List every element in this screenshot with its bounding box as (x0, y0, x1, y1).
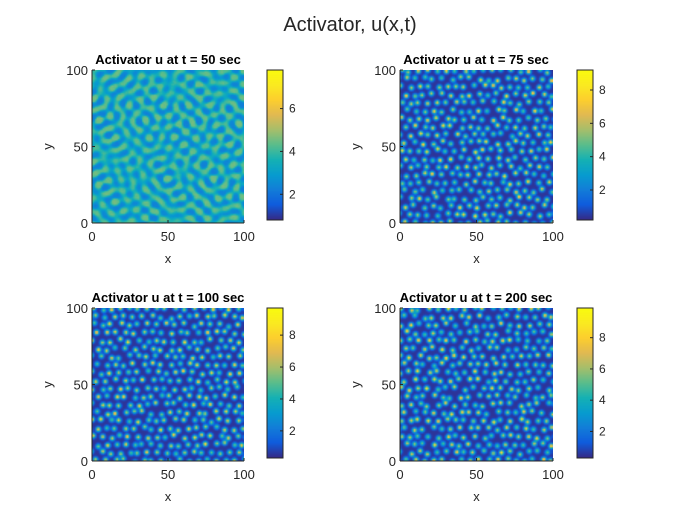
y-tick-label: 0 (81, 454, 88, 469)
colorbar-tick-label: 6 (289, 102, 296, 116)
heatmap-image (400, 308, 553, 461)
colorbar-tick-label: 6 (599, 362, 606, 376)
x-axis-label: x (165, 251, 172, 266)
x-axis-label: x (165, 489, 172, 504)
colorbar-tick-label: 4 (289, 392, 296, 406)
colorbar-tick-label: 2 (599, 424, 606, 438)
subplot-3: Activator u at t = 100 sec 0 50 100 0 50 100 x y… (40, 290, 296, 504)
subplot-2: Activator u at t = 75 sec 0 50 100 0 50 100 x y 2… (348, 52, 606, 266)
y-axis-label: y (348, 381, 363, 388)
x-tick-label: 0 (88, 229, 95, 244)
y-tick-label: 0 (389, 216, 396, 231)
y-tick-label: 0 (81, 216, 88, 231)
y-axis-label: y (348, 143, 363, 150)
y-axis-label: y (40, 381, 55, 388)
colorbar-tick-label: 8 (289, 328, 296, 342)
figure-title: Activator, u(x,t) (283, 14, 416, 36)
y-axis-label: y (40, 143, 55, 150)
colorbar-frame (266, 307, 284, 459)
y-tick-label: 50 (382, 378, 396, 393)
y-tick-label: 0 (389, 454, 396, 469)
x-tick-label: 50 (469, 467, 483, 482)
colorbar-frame (576, 69, 594, 221)
y-tick-label: 100 (66, 63, 88, 78)
colorbar-tick-label: 6 (289, 360, 296, 374)
colorbar (267, 308, 283, 458)
y-tick-label: 50 (74, 378, 88, 393)
y-tick-label: 100 (374, 301, 396, 316)
x-tick-label: 100 (542, 467, 564, 482)
subplot-title: Activator u at t = 75 sec (403, 52, 549, 67)
subplot-title: Activator u at t = 100 sec (92, 290, 245, 305)
colorbar-frame (576, 307, 594, 459)
y-tick-label: 50 (382, 140, 396, 155)
colorbar (577, 308, 593, 458)
x-tick-label: 0 (88, 467, 95, 482)
x-tick-label: 50 (161, 229, 175, 244)
subplot-title: Activator u at t = 200 sec (400, 290, 553, 305)
y-tick-label: 50 (74, 140, 88, 155)
heatmap-image (92, 308, 244, 461)
colorbar-tick-label: 8 (599, 331, 606, 345)
heatmap-image (400, 70, 553, 223)
x-tick-label: 0 (396, 229, 403, 244)
heatmap-image (92, 70, 244, 223)
colorbar-tick-label: 4 (599, 150, 606, 164)
colorbar-tick-label: 2 (599, 183, 606, 197)
x-tick-label: 100 (542, 229, 564, 244)
y-tick-label: 100 (374, 63, 396, 78)
colorbar-tick-label: 4 (599, 393, 606, 407)
colorbar (577, 70, 593, 220)
x-tick-label: 100 (233, 229, 255, 244)
colorbar-tick-label: 6 (599, 116, 606, 130)
x-axis-label: x (473, 489, 480, 504)
x-tick-label: 50 (161, 467, 175, 482)
x-tick-label: 50 (469, 229, 483, 244)
y-tick-label: 100 (66, 301, 88, 316)
subplot-1: Activator u at t = 50 sec 0 50 100 0 50 100 x y 2… (40, 52, 296, 266)
x-axis-label: x (473, 251, 480, 266)
subplot-4: Activator u at t = 200 sec 0 50 100 0 50 100 x y… (348, 290, 606, 504)
colorbar-tick-label: 4 (289, 144, 296, 158)
x-tick-label: 100 (233, 467, 255, 482)
colorbar (267, 70, 283, 220)
colorbar-tick-label: 2 (289, 424, 296, 438)
x-tick-label: 0 (396, 467, 403, 482)
subplot-title: Activator u at t = 50 sec (95, 52, 241, 67)
colorbar-tick-label: 2 (289, 187, 296, 201)
colorbar-frame (266, 69, 284, 221)
colorbar-tick-label: 8 (599, 83, 606, 97)
